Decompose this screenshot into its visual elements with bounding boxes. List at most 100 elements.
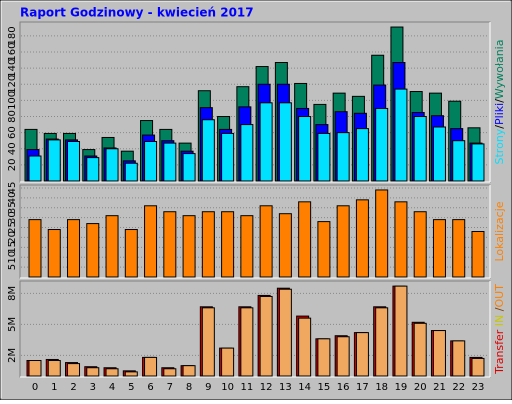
legend: Transfer IN /OUT: [493, 284, 506, 375]
x-tick-label: 4: [109, 382, 115, 393]
bar: [124, 162, 138, 182]
bar: [298, 201, 312, 278]
bar: [317, 221, 331, 278]
bar: [105, 148, 119, 182]
y-tick-label: 20: [7, 159, 18, 172]
bar: [375, 189, 389, 278]
bar: [278, 102, 292, 182]
y-tick-label: 160: [7, 42, 18, 61]
bar: [67, 363, 81, 377]
bar: [394, 88, 408, 182]
bar: [375, 107, 389, 182]
bar: [394, 285, 408, 377]
bar: [182, 153, 196, 182]
x-tick-label: 21: [433, 382, 446, 393]
bar: [86, 223, 100, 278]
bar: [240, 307, 254, 377]
bar: [336, 205, 350, 278]
bar: [67, 141, 81, 182]
legend-entry: IN: [493, 311, 506, 329]
bar: [124, 229, 138, 278]
x-tick-label: 8: [186, 382, 192, 393]
bar: [471, 143, 485, 182]
y-tick-label: 25: [7, 221, 18, 234]
bar: [413, 322, 427, 377]
bar: [105, 368, 119, 377]
bar: [355, 199, 369, 278]
y-tick-label: 120: [7, 75, 18, 94]
bar: [317, 132, 331, 182]
x-tick-label: 22: [452, 382, 465, 393]
x-tick-label: 12: [260, 382, 273, 393]
x-tick-label: 6: [147, 382, 153, 393]
bar: [394, 201, 408, 278]
bar: [432, 126, 446, 182]
y-tick-label: 15: [7, 241, 18, 254]
x-tick-label: 3: [90, 382, 96, 393]
y-tick-label: 2M: [7, 348, 18, 363]
y-tick-label: 140: [7, 59, 18, 78]
y-tick-label: 35: [7, 201, 18, 214]
x-tick-label: 9: [205, 382, 211, 393]
bar: [221, 211, 235, 278]
legend-entry: /: [493, 307, 506, 311]
y-tick-label: 60: [7, 126, 18, 139]
legend-entry: Lokalizacje: [493, 201, 506, 261]
x-tick-label: 15: [318, 382, 331, 393]
x-tick-label: 7: [167, 382, 173, 393]
legend-entry: Strony: [493, 128, 506, 164]
legend: Lokalizacje: [493, 201, 506, 261]
bar: [317, 338, 331, 377]
bar: [163, 142, 177, 182]
bar: [144, 356, 158, 377]
bar: [105, 215, 119, 278]
bar: [201, 211, 215, 278]
bar: [67, 219, 81, 278]
bar: [413, 116, 427, 182]
bar: [221, 347, 235, 377]
x-tick-label: 11: [240, 382, 253, 393]
bar: [278, 288, 292, 377]
y-tick-label: 8M: [7, 286, 18, 301]
bar: [432, 330, 446, 377]
chart-title: Raport Godzinowy - kwiecień 2017: [20, 6, 254, 20]
y-tick-label: 20: [7, 231, 18, 244]
bar: [47, 229, 61, 278]
x-tick-label: 14: [298, 382, 311, 393]
bar: [28, 155, 42, 182]
x-tick-label: 5: [128, 382, 134, 393]
bar: [47, 139, 61, 182]
bar: [182, 215, 196, 278]
bar: [471, 357, 485, 377]
bar: [86, 157, 100, 182]
legend-entry: Wywołania: [493, 40, 506, 100]
bar: [278, 213, 292, 278]
bar: [432, 219, 446, 278]
bar: [221, 132, 235, 182]
bar: [163, 368, 177, 377]
y-tick-label: 40: [7, 192, 18, 205]
legend-entry: Pliki: [493, 103, 506, 125]
x-tick-label: 16: [337, 382, 350, 393]
bar: [355, 332, 369, 377]
bar: [452, 219, 466, 278]
bar: [163, 211, 177, 278]
bar: [182, 365, 196, 377]
legend-separator: /: [493, 125, 506, 129]
bar: [201, 119, 215, 182]
bar: [86, 367, 100, 377]
legend-entry: Transfer: [493, 329, 506, 375]
bar: [144, 141, 158, 182]
x-tick-label: 19: [395, 382, 408, 393]
bar: [298, 317, 312, 377]
bar: [336, 336, 350, 377]
bar: [259, 295, 273, 377]
bar: [47, 360, 61, 377]
x-tick-label: 1: [51, 382, 57, 393]
legend-entry: OUT: [493, 284, 506, 308]
bar: [452, 340, 466, 377]
x-tick-label: 20: [414, 382, 427, 393]
bar: [144, 205, 158, 278]
x-tick-label: 18: [375, 382, 388, 393]
bar: [201, 307, 215, 377]
